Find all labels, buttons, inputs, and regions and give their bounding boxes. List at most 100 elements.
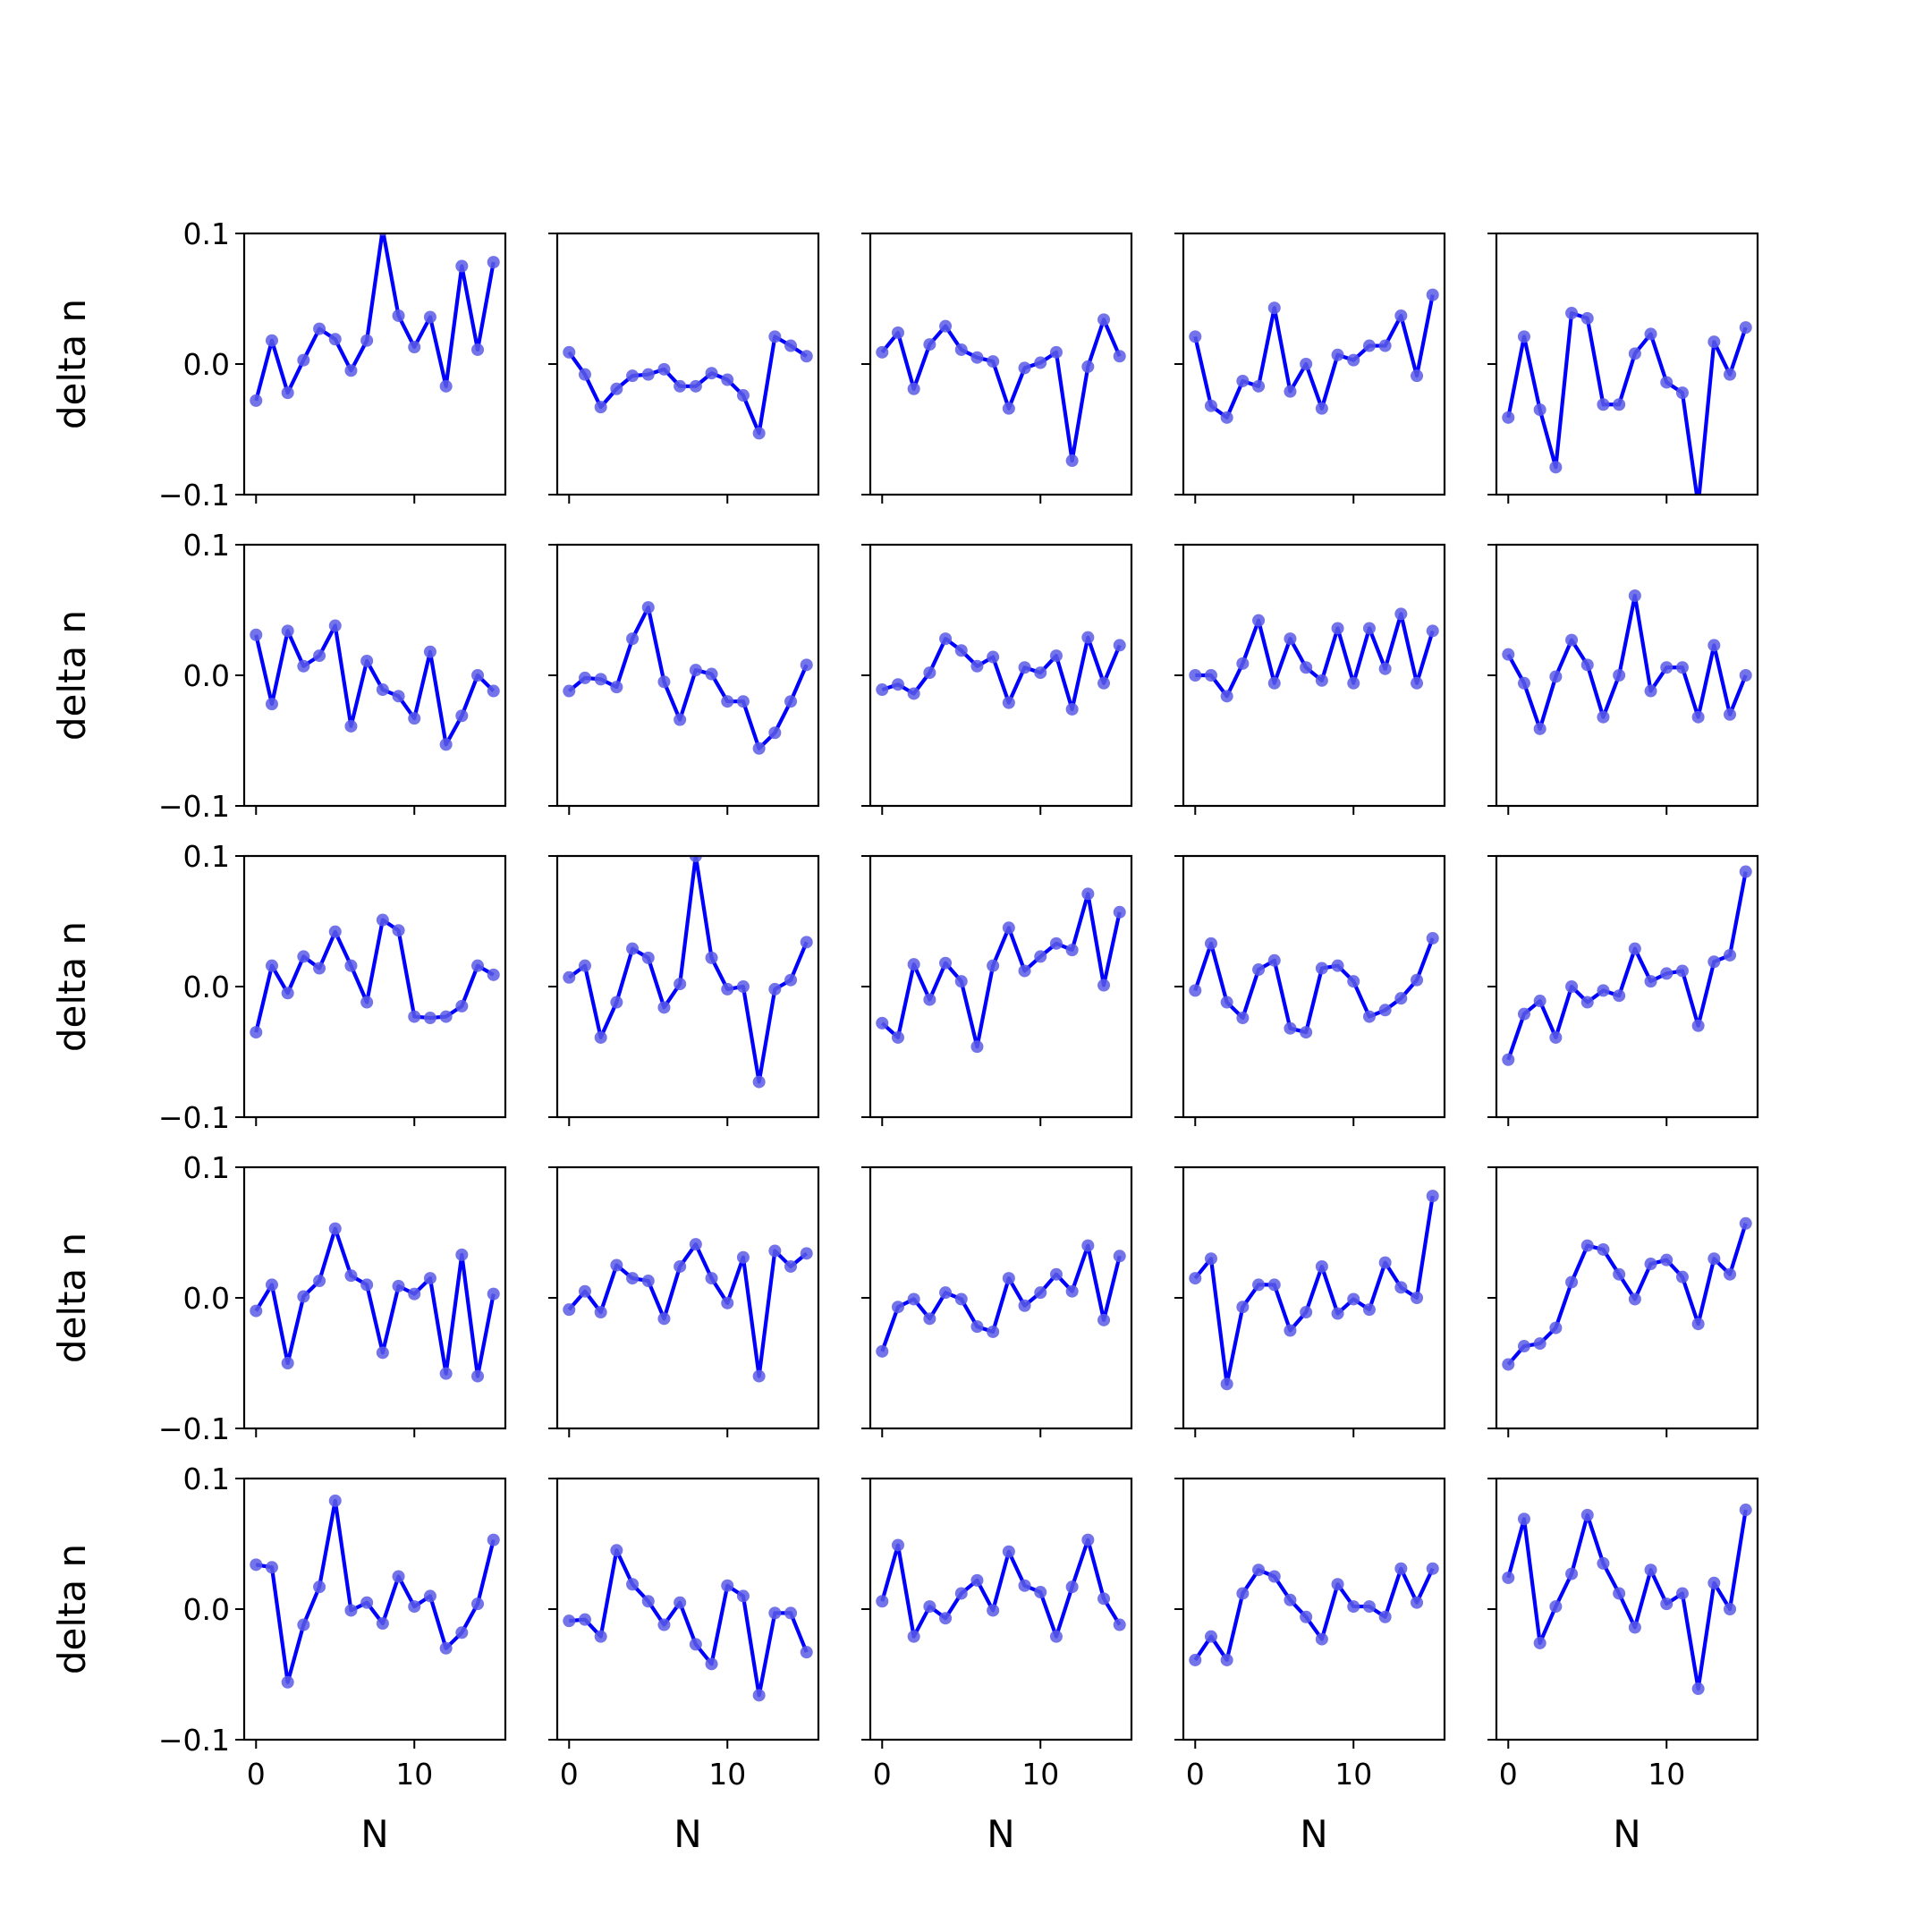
y-tick-label: 0.0 xyxy=(183,658,230,693)
data-point xyxy=(1411,676,1424,690)
data-point xyxy=(1049,1630,1063,1643)
data-point xyxy=(1284,1324,1297,1337)
data-point xyxy=(768,1606,782,1620)
data-point xyxy=(1284,385,1297,398)
data-point xyxy=(1347,353,1360,367)
data-point xyxy=(736,389,750,402)
data-point xyxy=(360,1278,374,1292)
data-point xyxy=(641,601,655,614)
data-point xyxy=(1065,454,1079,468)
data-point xyxy=(1347,676,1360,690)
data-point xyxy=(1097,1592,1111,1606)
data-point xyxy=(250,1558,263,1572)
data-point xyxy=(1204,1630,1217,1643)
data-point xyxy=(1267,676,1281,690)
data-point xyxy=(1644,975,1657,988)
data-point xyxy=(1628,1292,1641,1306)
data-point xyxy=(1675,661,1689,674)
data-point xyxy=(487,684,500,698)
data-point xyxy=(1034,1586,1047,1599)
data-point xyxy=(1331,1307,1344,1320)
data-point xyxy=(610,1258,623,1272)
data-point xyxy=(907,958,920,971)
data-point xyxy=(360,334,374,347)
data-point xyxy=(1113,1618,1126,1631)
data-point xyxy=(800,936,813,949)
data-point xyxy=(423,1589,436,1603)
data-point xyxy=(626,942,640,955)
data-point xyxy=(1300,1026,1313,1039)
data-point xyxy=(408,1600,421,1614)
data-point xyxy=(736,1250,750,1264)
data-point xyxy=(360,996,374,1009)
x-tick-label: 0 xyxy=(873,1757,892,1792)
data-point xyxy=(1613,398,1626,411)
data-point xyxy=(1097,313,1111,326)
data-point xyxy=(392,1279,405,1292)
data-point xyxy=(360,654,374,667)
data-point xyxy=(408,341,421,354)
data-point xyxy=(265,1561,278,1574)
series-line xyxy=(1506,593,1748,731)
data-point xyxy=(1252,1278,1266,1292)
data-point xyxy=(784,339,798,352)
data-point xyxy=(1580,311,1594,325)
data-point xyxy=(1549,461,1563,474)
x-tick-label: 10 xyxy=(708,1757,746,1792)
data-point xyxy=(1362,622,1376,635)
data-point xyxy=(657,362,671,376)
y-tick-label: 0.1 xyxy=(183,1462,230,1496)
data-point xyxy=(423,1272,436,1285)
data-point xyxy=(1660,1597,1674,1611)
subplot-grid: −0.1 0.0 0.1 delta n −0.1 0.0 0.1 delta n −0.1 0.… xyxy=(50,216,1759,1856)
data-point xyxy=(281,386,294,400)
y-tick-label: 0.1 xyxy=(183,839,230,874)
data-point xyxy=(376,683,389,697)
data-point xyxy=(1502,648,1515,661)
data-point xyxy=(800,1646,813,1659)
data-point xyxy=(313,649,326,663)
data-point xyxy=(610,681,623,694)
data-point xyxy=(594,1030,607,1044)
data-point xyxy=(705,1657,718,1671)
data-point xyxy=(1189,669,1202,682)
data-point xyxy=(265,698,278,711)
data-point xyxy=(376,913,389,927)
data-point xyxy=(471,1597,485,1611)
series-line xyxy=(1506,871,1748,1061)
data-point xyxy=(1081,631,1095,644)
data-point xyxy=(1707,335,1721,349)
data-point xyxy=(1644,327,1657,341)
data-point xyxy=(1315,674,1328,687)
data-point xyxy=(1034,356,1047,369)
data-point xyxy=(1644,684,1657,698)
data-point xyxy=(876,1344,889,1358)
data-point xyxy=(313,1580,326,1594)
data-point xyxy=(1502,1571,1515,1584)
data-point xyxy=(297,1290,310,1303)
subplot-r1-c2 xyxy=(548,232,820,504)
data-point xyxy=(297,1618,310,1631)
data-point xyxy=(313,962,326,975)
data-point xyxy=(344,1269,358,1283)
data-point xyxy=(578,959,591,972)
subplot-r5-c1: −0.1 0.0 0.1 0 10 delta n N xyxy=(50,1462,507,1856)
data-point xyxy=(1426,1562,1439,1575)
data-point xyxy=(1097,979,1111,992)
x-axis-label: N xyxy=(1300,1812,1327,1856)
data-point xyxy=(1378,662,1392,675)
data-point xyxy=(891,1030,904,1044)
data-point xyxy=(563,970,576,984)
y-axis-label: delta n xyxy=(50,1233,94,1363)
data-point xyxy=(1613,1587,1626,1600)
data-point xyxy=(1394,1562,1408,1575)
data-point xyxy=(657,1001,671,1014)
data-point xyxy=(1002,696,1015,709)
data-point xyxy=(471,669,485,682)
data-point xyxy=(1267,1278,1281,1292)
data-point xyxy=(423,645,436,658)
data-point xyxy=(1628,347,1641,360)
data-point xyxy=(954,343,968,356)
data-point xyxy=(689,379,702,393)
